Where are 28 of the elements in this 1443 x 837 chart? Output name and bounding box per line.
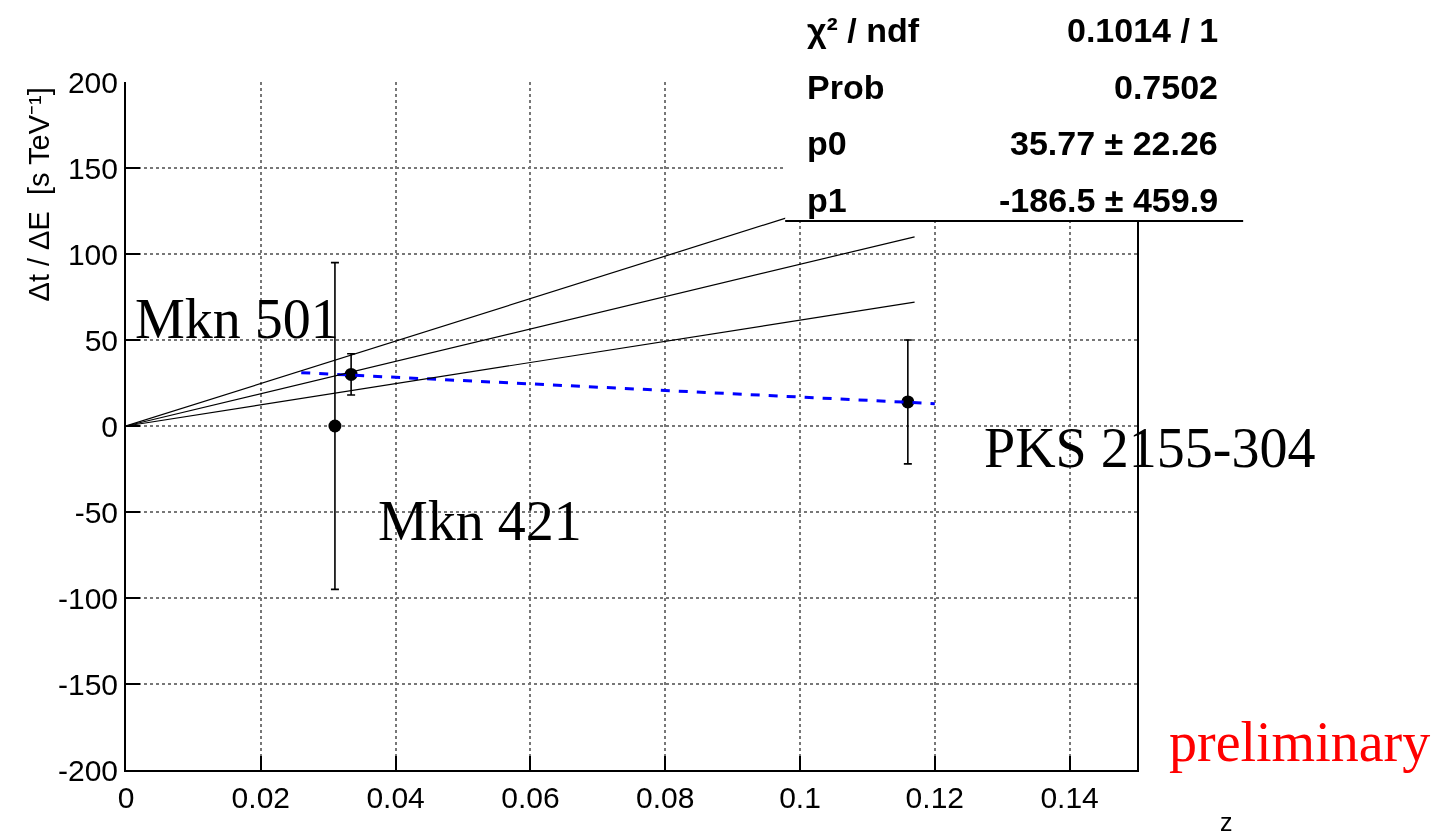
- annotation: Mkn 421: [378, 490, 582, 552]
- x-axis-title: z: [1220, 808, 1233, 836]
- y-tick-label: -100: [57, 581, 118, 615]
- x-tick-label: 0.08: [636, 781, 695, 814]
- y-tick-label: 150: [67, 151, 118, 185]
- annotation: 35.77 ± 22.26: [1010, 124, 1218, 162]
- x-tick-label: 0.14: [1040, 781, 1099, 814]
- text: 0.1014 / 1: [1067, 11, 1219, 49]
- y-tick-label: -50: [74, 495, 118, 529]
- y-tick-label: -150: [57, 667, 118, 701]
- text: preliminary: [1169, 711, 1431, 773]
- annotation: Prob: [807, 68, 885, 106]
- y-tick-label: 100: [67, 237, 118, 271]
- x-tick-label: 0.04: [366, 781, 425, 814]
- annotation: 0.7502: [1114, 68, 1218, 106]
- text: χ² / ndf: [807, 11, 920, 49]
- annotation: -186.5 ± 459.9: [999, 181, 1219, 219]
- y-tick-label: 50: [84, 323, 118, 357]
- y-tick-label: 0: [101, 409, 118, 443]
- x-tick-label: 0.02: [231, 781, 290, 814]
- x-tick-label: 0.12: [905, 781, 964, 814]
- y-axis-title: Δt / ΔE [s TeV⁻¹]: [22, 87, 55, 302]
- annotation: p1: [807, 181, 847, 219]
- annotation: p0: [807, 124, 847, 162]
- x-tick-label: 0.06: [501, 781, 560, 814]
- y-tick-label: -200: [57, 753, 118, 787]
- x-tick-label: 0.1: [779, 781, 821, 814]
- y-tick-label: 200: [67, 65, 118, 99]
